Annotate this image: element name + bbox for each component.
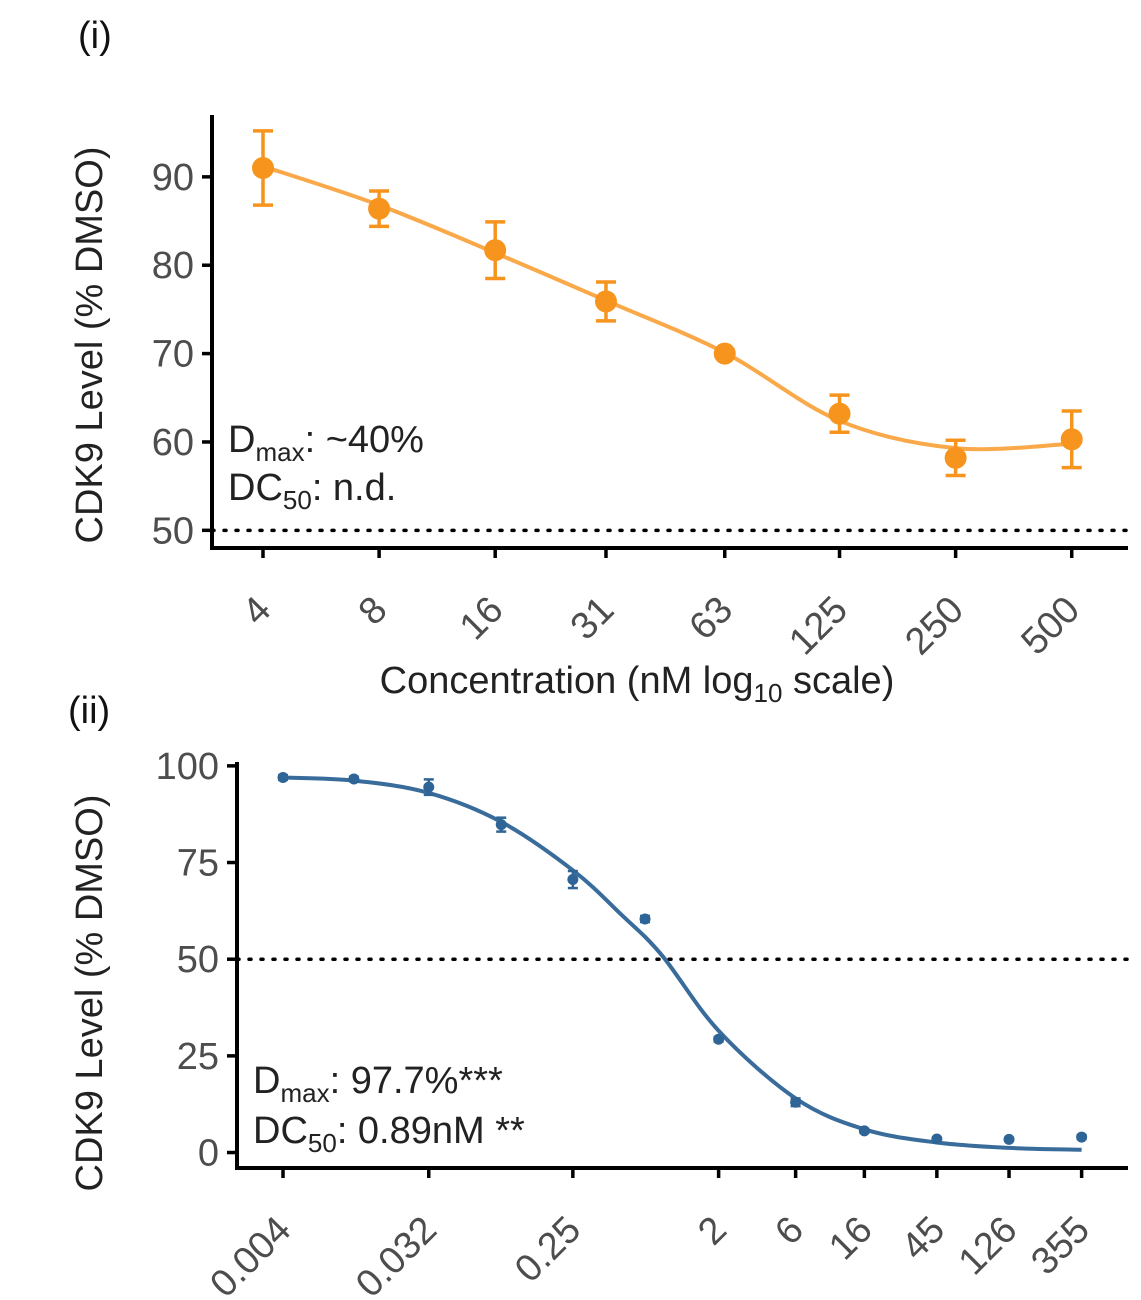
panel-ii-data-point (931, 1133, 943, 1145)
panel-ii-data-point (639, 913, 651, 925)
panel-i-dc50-annotation: DC50: n.d. (228, 467, 396, 515)
panel-i-data-point (713, 342, 736, 365)
panel-ii-dmax-main: D (253, 1060, 280, 1102)
panel-i-label: (i) (78, 15, 112, 57)
panel-ii-dc50-main: DC (253, 1110, 308, 1152)
panel-ii-y-tick-label: 50 (177, 939, 219, 981)
panel-ii-x-tick-label: 0.032 (348, 1209, 445, 1300)
panel-ii-y-tick-label: 0 (198, 1133, 219, 1175)
panel-ii-label: (ii) (68, 690, 110, 732)
panel-i-x-tick-label: 63 (682, 589, 742, 649)
panel-i-x-tick-label: 8 (351, 589, 396, 634)
panel-ii-data-point (790, 1096, 802, 1108)
panel-ii-y-ticks: 100 75 50 25 0 (156, 746, 237, 1175)
panel-i-dmax-main: D (228, 419, 255, 461)
panel-i-data-point (484, 239, 507, 262)
panel-ii-data-point (277, 771, 289, 783)
panel-ii-x-tick-label: 45 (894, 1209, 954, 1269)
panel-i-x-axis-title-tail: scale) (782, 660, 894, 702)
panel-ii-data-point (1076, 1131, 1088, 1143)
panel-i-y-axis-title: CDK9 Level (% DMSO) (69, 147, 111, 544)
panel-i-data-point (1060, 428, 1083, 451)
panel-i-data-point (944, 446, 967, 469)
panel-i-dc50-value: : n.d. (312, 467, 397, 509)
panel-i-data-point (828, 402, 851, 425)
panel-ii-y-tick-label: 25 (177, 1036, 219, 1078)
panel-ii-x-tick-label: 16 (821, 1209, 881, 1269)
panel-i-data-point (252, 157, 274, 180)
panel-i-dc50-main: DC (228, 467, 283, 509)
panel-i-dmax-annotation: Dmax: ~40% (228, 419, 424, 467)
panel-ii-data-point (1003, 1133, 1015, 1145)
panel-i-x-tick-label: 500 (1014, 589, 1089, 664)
panel-ii-y-tick-label: 75 (177, 843, 219, 885)
panel-ii-data-point (567, 874, 579, 886)
panel-ii-data-point (423, 781, 435, 793)
panel-i-dmax-value: : ~40% (305, 419, 424, 461)
panel-i-x-axis-title: Concentration (nM log10 scale) (380, 660, 895, 708)
panel-ii-dc50-value: : 0.89nM ** (337, 1110, 525, 1152)
panel-i-data-point (594, 290, 617, 313)
panel-ii-x-tick-label: 2 (690, 1209, 735, 1254)
panel-i-x-tick-label: 31 (563, 589, 623, 649)
panel-i-x-tick-label: 125 (781, 589, 856, 664)
panel-ii-data-points (277, 771, 1088, 1145)
panel-ii-dmax-annotation: Dmax: 97.7%*** (253, 1060, 503, 1108)
panel-ii-dc50-annotation: DC50: 0.89nM ** (253, 1110, 525, 1158)
panel-i-x-ticks: 4 8 16 31 63 125 250 500 (235, 548, 1088, 663)
panel-ii-x-tick-label: 0.25 (507, 1209, 589, 1291)
panel-ii-x-tick-label: 6 (767, 1209, 812, 1254)
panel-i-y-tick-label: 80 (152, 245, 194, 287)
panel-ii-dc50-sub: 50 (308, 1128, 337, 1158)
panel-ii-x-tick-label: 126 (951, 1209, 1026, 1284)
panel-i-x-tick-label: 4 (235, 589, 280, 634)
panel-ii-y-axis-title: CDK9 Level (% DMSO) (69, 795, 111, 1192)
panel-i-x-tick-label: 250 (897, 589, 972, 664)
panel-i-x-tick-label: 16 (452, 589, 512, 649)
panel-i-y-tick-label: 70 (152, 334, 194, 376)
panel-i-data-point (368, 197, 391, 220)
panel-i-y-tick-label: 60 (152, 422, 194, 464)
panel-i-dmax-sub: max (255, 437, 304, 467)
panel-i-y-tick-label: 50 (152, 510, 194, 552)
panel-ii-x-tick-label: 355 (1023, 1209, 1098, 1284)
panel-i-dc50-sub: 50 (283, 485, 312, 515)
panel-ii-y-tick-label: 100 (156, 746, 219, 788)
panel-i-x-axis-title-sub: 10 (754, 678, 783, 708)
panel-ii-data-point (858, 1125, 870, 1137)
panel-ii-data-point (348, 773, 360, 785)
panel-ii-dmax-sub: max (280, 1078, 329, 1108)
panel-i-y-tick-label: 90 (152, 157, 194, 199)
panel-i-data-points (252, 129, 1083, 478)
panel-i-x-axis-title-main: Concentration (nM log (380, 660, 754, 702)
panel-i: (i) CDK9 Level (% DMSO) 90 80 70 60 50 4 8 16 3… (69, 15, 1130, 708)
panel-ii-x-tick-label: 0.004 (202, 1209, 299, 1300)
panel-ii-dmax-value: : 97.7%*** (330, 1060, 503, 1102)
panel-ii-data-point (495, 819, 507, 831)
panel-i-y-ticks: 90 80 70 60 50 (152, 157, 212, 552)
panel-ii-data-point (713, 1033, 725, 1045)
